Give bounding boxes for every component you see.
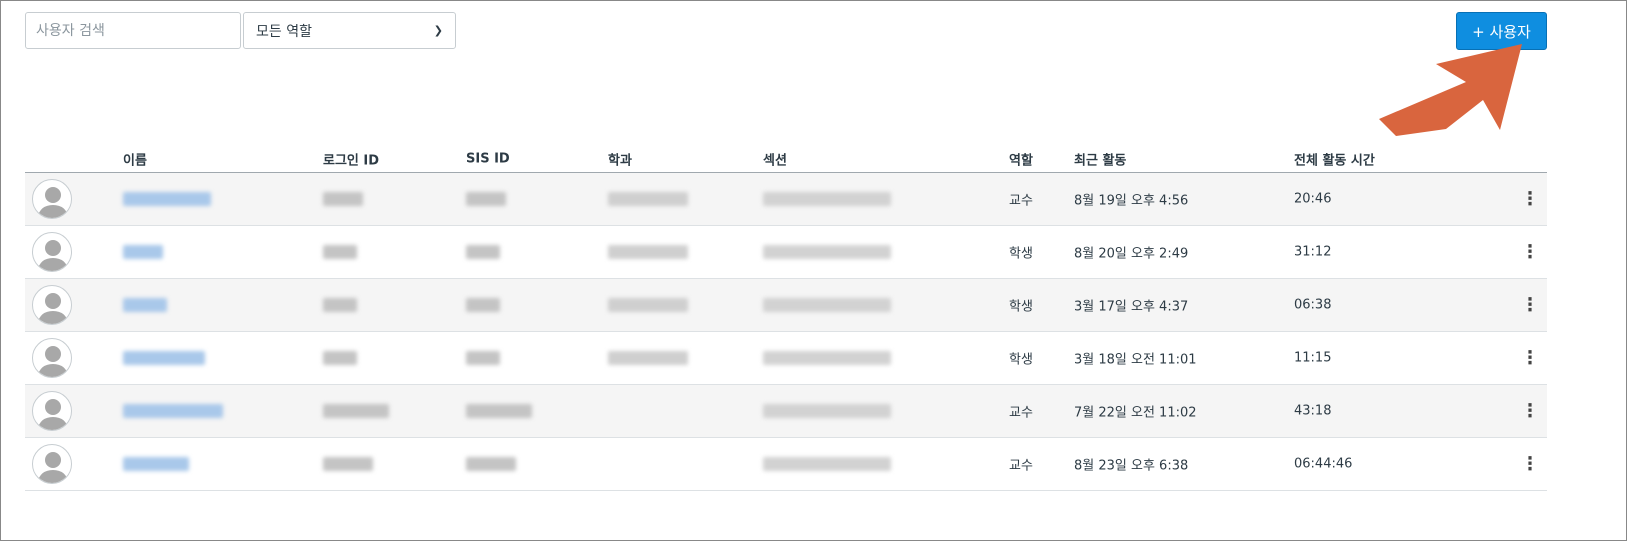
header-last-activity[interactable]: 최근 활동	[1074, 153, 1127, 169]
role: 학생	[1009, 299, 1033, 315]
header-sis-id[interactable]: SIS ID	[466, 151, 510, 167]
section-redacted	[763, 351, 891, 365]
more-options-icon[interactable]: ⋮	[1521, 241, 1539, 263]
role: 학생	[1009, 352, 1033, 368]
section-redacted	[763, 404, 891, 418]
table-row: 학생 3월 17일 오후 4:37 06:38 ⋮	[25, 279, 1547, 332]
login-id-redacted	[323, 457, 373, 471]
section-redacted	[763, 457, 891, 471]
login-id-redacted	[323, 245, 357, 259]
department-redacted	[608, 192, 688, 206]
role: 교수	[1009, 405, 1033, 421]
section-redacted	[763, 298, 891, 312]
login-id-redacted	[323, 192, 363, 206]
user-name-link-redacted	[123, 404, 223, 418]
user-name-link-redacted	[123, 457, 189, 471]
header-role[interactable]: 역할	[1009, 153, 1033, 169]
last-activity: 8월 23일 오후 6:38	[1074, 458, 1189, 474]
sis-id-redacted	[466, 351, 500, 365]
last-activity: 3월 17일 오후 4:37	[1074, 299, 1189, 315]
sis-id-redacted	[466, 245, 500, 259]
login-id-redacted	[323, 351, 357, 365]
header-login-id[interactable]: 로그인 ID	[323, 153, 380, 169]
last-activity: 3월 18일 오전 11:01	[1074, 352, 1197, 368]
header-department[interactable]: 학과	[608, 153, 632, 169]
last-activity: 8월 19일 오후 4:56	[1074, 193, 1189, 209]
more-options-icon[interactable]: ⋮	[1521, 400, 1539, 422]
more-options-icon[interactable]: ⋮	[1521, 453, 1539, 475]
avatar[interactable]	[32, 179, 72, 219]
sis-id-redacted	[466, 298, 500, 312]
chevron-down-icon: ❯	[433, 24, 443, 37]
role: 교수	[1009, 193, 1033, 209]
department-redacted	[608, 245, 688, 259]
avatar[interactable]	[32, 338, 72, 378]
table-header: 이름 로그인 ID SIS ID 학과 섹션 역할 최근 활동 전체 활동 시간	[25, 146, 1547, 173]
total-activity-time: 20:46	[1294, 191, 1332, 207]
users-table: 이름 로그인 ID SIS ID 학과 섹션 역할 최근 활동 전체 활동 시간…	[25, 146, 1547, 491]
sis-id-redacted	[466, 192, 506, 206]
department-redacted	[608, 351, 688, 365]
add-user-button[interactable]: + 사용자	[1456, 12, 1547, 50]
role-filter-select[interactable]: 모든 역할 ❯	[243, 12, 456, 49]
department-redacted	[608, 298, 688, 312]
total-activity-time: 06:44:46	[1294, 456, 1353, 472]
user-name-link-redacted	[123, 245, 163, 259]
user-name-link-redacted	[123, 298, 167, 312]
sis-id-redacted	[466, 404, 532, 418]
last-activity: 7월 22일 오전 11:02	[1074, 405, 1197, 421]
section-redacted	[763, 192, 891, 206]
total-activity-time: 06:38	[1294, 297, 1332, 313]
header-total-time[interactable]: 전체 활동 시간	[1294, 153, 1375, 169]
table-row: 교수 8월 23일 오후 6:38 06:44:46 ⋮	[25, 438, 1547, 491]
role: 학생	[1009, 246, 1033, 262]
avatar[interactable]	[32, 285, 72, 325]
more-options-icon[interactable]: ⋮	[1521, 347, 1539, 369]
header-name[interactable]: 이름	[123, 153, 147, 169]
header-section[interactable]: 섹션	[763, 153, 787, 169]
avatar[interactable]	[32, 232, 72, 272]
table-row: 교수 8월 19일 오후 4:56 20:46 ⋮	[25, 173, 1547, 226]
role-filter-value: 모든 역할	[256, 23, 312, 40]
sis-id-redacted	[466, 457, 516, 471]
section-redacted	[763, 245, 891, 259]
more-options-icon[interactable]: ⋮	[1521, 294, 1539, 316]
last-activity: 8월 20일 오후 2:49	[1074, 246, 1189, 262]
total-activity-time: 43:18	[1294, 403, 1332, 419]
table-row: 학생 3월 18일 오전 11:01 11:15 ⋮	[25, 332, 1547, 385]
role: 교수	[1009, 458, 1033, 474]
user-name-link-redacted	[123, 351, 205, 365]
user-search-input[interactable]	[25, 12, 241, 49]
avatar[interactable]	[32, 444, 72, 484]
table-row: 교수 7월 22일 오전 11:02 43:18 ⋮	[25, 385, 1547, 438]
login-id-redacted	[323, 404, 389, 418]
avatar[interactable]	[32, 391, 72, 431]
total-activity-time: 31:12	[1294, 244, 1332, 260]
login-id-redacted	[323, 298, 357, 312]
more-options-icon[interactable]: ⋮	[1521, 188, 1539, 210]
table-row: 학생 8월 20일 오후 2:49 31:12 ⋮	[25, 226, 1547, 279]
user-name-link-redacted	[123, 192, 211, 206]
total-activity-time: 11:15	[1294, 350, 1332, 366]
